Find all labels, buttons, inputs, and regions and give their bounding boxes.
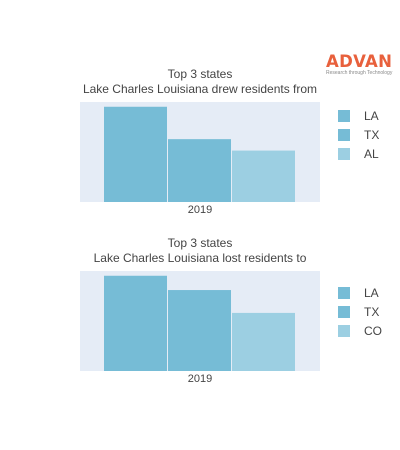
bar-co[interactable] <box>232 312 295 371</box>
chart-title-line2: Lake Charles Louisiana drew residents fr… <box>82 82 318 96</box>
chart-title: Top 3 states Lake Charles Louisiana lost… <box>60 236 340 266</box>
advan-logo: ADVAN Research through Technology <box>326 53 396 77</box>
legend-item-tx[interactable]: TX <box>338 125 379 144</box>
chart-title-line1: Top 3 states <box>167 236 233 250</box>
legend-label: AL <box>364 146 379 161</box>
legend-label: LA <box>364 285 379 300</box>
legend-swatch <box>338 128 350 141</box>
x-tick-label: 2019 <box>187 373 213 385</box>
legend-item-tx[interactable]: TX <box>338 302 382 321</box>
legend[interactable]: LA TX CO <box>338 283 382 340</box>
bar-la[interactable] <box>104 106 167 202</box>
legend[interactable]: LA TX AL <box>338 106 379 163</box>
bar-la[interactable] <box>104 275 167 371</box>
bar-tx[interactable] <box>168 139 231 202</box>
legend-swatch <box>338 324 350 337</box>
bar-plot <box>80 102 320 202</box>
legend-item-co[interactable]: CO <box>338 321 382 340</box>
x-tick-label: 2019 <box>187 204 213 216</box>
bar-plot <box>80 271 320 371</box>
legend-label: LA <box>364 108 379 123</box>
chart-title-line2: Lake Charles Louisiana lost residents to <box>93 251 307 265</box>
legend-swatch <box>338 286 350 299</box>
legend-item-la[interactable]: LA <box>338 106 379 125</box>
legend-label: CO <box>364 323 382 338</box>
legend-item-la[interactable]: LA <box>338 283 382 302</box>
legend-label: TX <box>364 304 380 319</box>
logo-wordmark: ADVAN <box>326 52 393 71</box>
chart-title: Top 3 states Lake Charles Louisiana drew… <box>60 67 340 97</box>
legend-item-al[interactable]: AL <box>338 144 379 163</box>
bar-al[interactable] <box>232 150 295 202</box>
logo-tagline: Research through Technology <box>326 70 393 76</box>
chart-drew-residents: Top 3 states Lake Charles Louisiana drew… <box>0 66 400 236</box>
legend-swatch <box>338 147 350 160</box>
legend-swatch <box>338 305 350 318</box>
chart-lost-residents: Top 3 states Lake Charles Louisiana lost… <box>0 235 400 405</box>
legend-swatch <box>338 109 350 122</box>
bar-tx[interactable] <box>168 290 231 371</box>
chart-title-line1: Top 3 states <box>167 67 233 81</box>
legend-label: TX <box>364 127 380 142</box>
